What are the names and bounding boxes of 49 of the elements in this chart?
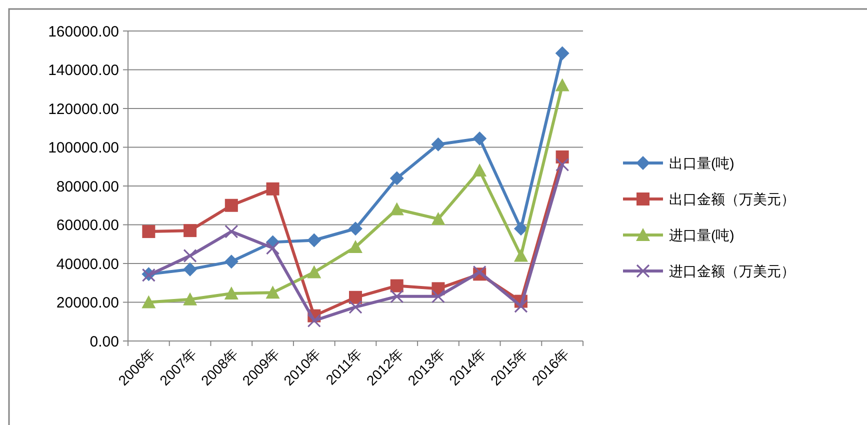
- point: [184, 224, 197, 238]
- point: [266, 286, 280, 299]
- point: [142, 295, 156, 308]
- point: [514, 299, 528, 313]
- y-tick-label: 140000.00: [48, 62, 119, 79]
- point: [390, 279, 404, 292]
- point: [348, 222, 362, 236]
- point: [224, 198, 238, 212]
- y-tick-label: 0.00: [90, 333, 119, 350]
- point: [266, 241, 280, 255]
- point: [224, 224, 238, 238]
- point: [348, 300, 362, 314]
- point: [307, 314, 321, 328]
- y-tick-label: 20000.00: [56, 294, 119, 312]
- y-tick-label: 100000.00: [48, 140, 119, 156]
- point: [307, 233, 322, 248]
- point: [472, 164, 487, 176]
- point: [183, 292, 198, 306]
- point: [142, 225, 156, 238]
- legend-label: 进口量(吨): [669, 226, 734, 243]
- y-tick-label: 160000.00: [48, 23, 119, 40]
- point: [431, 290, 446, 304]
- y-tick-label: 80000.00: [56, 178, 119, 196]
- point: [224, 254, 238, 269]
- y-tick-label: 60000.00: [56, 217, 119, 234]
- y-tick-label: 40000.00: [56, 256, 119, 273]
- point: [183, 262, 198, 276]
- point: [555, 78, 570, 92]
- point: [514, 222, 528, 236]
- point: [472, 132, 487, 146]
- point: [307, 265, 322, 278]
- point: [472, 265, 486, 280]
- point: [514, 248, 528, 262]
- point: [556, 158, 570, 172]
- point: [266, 182, 280, 196]
- legend-label: 出口金额（万美元）: [669, 190, 795, 207]
- point: [431, 137, 446, 152]
- legend-label: 进口金额（万美元）: [669, 262, 795, 279]
- point: [431, 212, 446, 225]
- point: [224, 286, 238, 300]
- legend-label: 出口量(吨): [669, 154, 734, 171]
- point: [390, 202, 404, 216]
- point: [390, 171, 404, 186]
- point: [349, 290, 362, 304]
- y-tick-label: 120000.00: [48, 100, 119, 118]
- point: [183, 248, 197, 263]
- point: [348, 240, 362, 254]
- point: [390, 290, 404, 304]
- point: [555, 46, 570, 60]
